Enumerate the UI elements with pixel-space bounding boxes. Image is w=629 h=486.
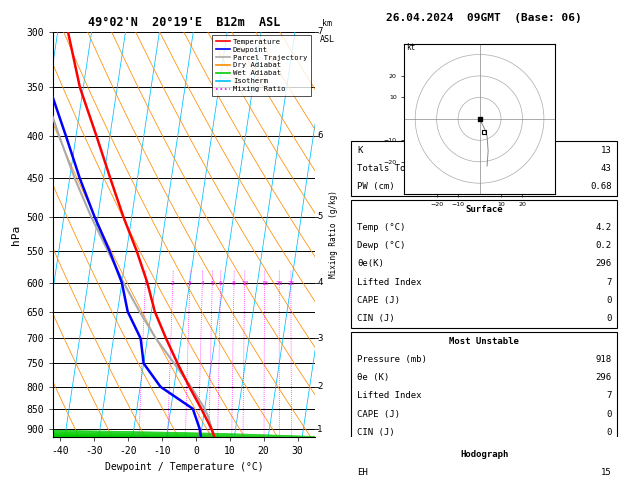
Text: 43: 43 xyxy=(601,164,611,173)
Text: Surface: Surface xyxy=(465,205,503,214)
Text: K: K xyxy=(357,146,362,155)
Text: 49°02'N  20°19'E  B12m  ASL: 49°02'N 20°19'E B12m ASL xyxy=(88,16,280,29)
Text: 7: 7 xyxy=(606,391,611,400)
Text: 0: 0 xyxy=(606,428,611,437)
X-axis label: Dewpoint / Temperature (°C): Dewpoint / Temperature (°C) xyxy=(104,462,264,472)
Text: 0.68: 0.68 xyxy=(590,182,611,191)
Text: 15: 15 xyxy=(601,469,611,477)
Text: Mixing Ratio (g/kg): Mixing Ratio (g/kg) xyxy=(330,191,338,278)
Text: 1: 1 xyxy=(143,280,147,286)
Text: 7: 7 xyxy=(317,27,323,36)
Text: 10: 10 xyxy=(241,280,248,286)
Text: CIN (J): CIN (J) xyxy=(357,428,394,437)
Text: 0: 0 xyxy=(606,410,611,418)
Text: Lifted Index: Lifted Index xyxy=(357,391,421,400)
Text: 0.2: 0.2 xyxy=(596,241,611,250)
Text: θe (K): θe (K) xyxy=(357,373,389,382)
Text: CAPE (J): CAPE (J) xyxy=(357,296,400,305)
Text: 296: 296 xyxy=(596,260,611,268)
Text: Lifted Index: Lifted Index xyxy=(357,278,421,287)
Text: θe(K): θe(K) xyxy=(357,260,384,268)
Text: © weatheronline.co.uk: © weatheronline.co.uk xyxy=(432,424,537,434)
Text: 25: 25 xyxy=(287,280,294,286)
Text: 918: 918 xyxy=(596,355,611,364)
Text: CAPE (J): CAPE (J) xyxy=(357,410,400,418)
Text: 6: 6 xyxy=(219,280,223,286)
Text: 0: 0 xyxy=(606,314,611,323)
Text: Pressure (mb): Pressure (mb) xyxy=(357,355,427,364)
Text: 7: 7 xyxy=(606,278,611,287)
Text: 20: 20 xyxy=(276,280,283,286)
Text: kt: kt xyxy=(406,43,416,52)
Y-axis label: hPa: hPa xyxy=(11,225,21,244)
Text: ASL: ASL xyxy=(320,35,335,44)
Text: 4: 4 xyxy=(317,278,323,287)
Text: 15: 15 xyxy=(261,280,269,286)
Text: EH: EH xyxy=(357,469,368,477)
Bar xyxy=(352,332,617,441)
Text: 26.04.2024  09GMT  (Base: 06): 26.04.2024 09GMT (Base: 06) xyxy=(386,14,582,23)
Bar xyxy=(352,141,617,196)
Text: 6: 6 xyxy=(317,131,323,140)
Text: 13: 13 xyxy=(601,146,611,155)
Text: 2: 2 xyxy=(171,280,175,286)
Bar xyxy=(352,200,617,328)
Text: Hodograph: Hodograph xyxy=(460,450,508,459)
Text: 8: 8 xyxy=(232,280,236,286)
Legend: Temperature, Dewpoint, Parcel Trajectory, Dry Adiabat, Wet Adiabat, Isotherm, Mi: Temperature, Dewpoint, Parcel Trajectory… xyxy=(212,35,311,96)
Text: 5: 5 xyxy=(210,280,214,286)
Text: 4.2: 4.2 xyxy=(596,223,611,232)
Text: 2: 2 xyxy=(317,382,323,391)
Text: Totals Totals: Totals Totals xyxy=(357,164,427,173)
Text: PW (cm): PW (cm) xyxy=(357,182,394,191)
Text: 0: 0 xyxy=(606,296,611,305)
Text: 3: 3 xyxy=(317,334,323,343)
Text: Temp (°C): Temp (°C) xyxy=(357,223,406,232)
Text: 296: 296 xyxy=(596,373,611,382)
Text: 1: 1 xyxy=(317,425,323,434)
Text: km: km xyxy=(322,18,332,28)
Bar xyxy=(352,446,617,486)
Text: 4: 4 xyxy=(201,280,204,286)
Text: 3: 3 xyxy=(188,280,192,286)
Text: 5: 5 xyxy=(317,212,323,221)
Text: Dewp (°C): Dewp (°C) xyxy=(357,241,406,250)
Text: Most Unstable: Most Unstable xyxy=(449,336,520,346)
Text: CIN (J): CIN (J) xyxy=(357,314,394,323)
